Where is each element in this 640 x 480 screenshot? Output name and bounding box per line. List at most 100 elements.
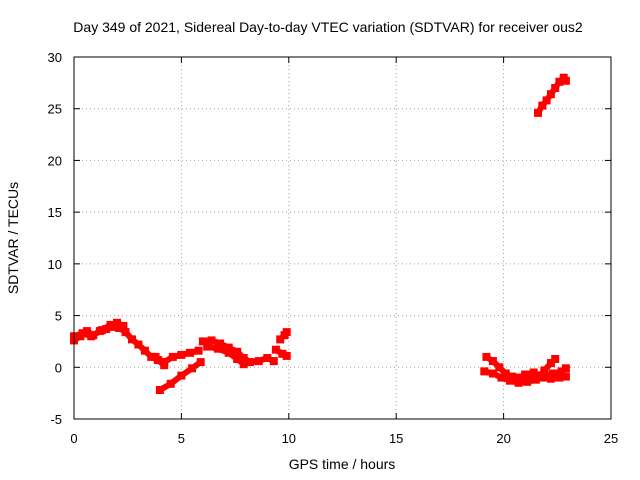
data-point [561,364,570,373]
data-point [246,358,255,367]
data-point [538,101,547,110]
data-point [542,96,551,105]
data-point [119,321,128,330]
data-point [151,352,160,361]
data-point [508,372,517,381]
y-tick-label: 10 [48,257,62,272]
data-point [561,76,570,85]
data-point [555,77,564,86]
data-point [531,375,540,384]
data-point [514,378,523,387]
data-point [538,372,547,381]
data-point [546,374,555,383]
data-point [233,347,242,356]
data-point [269,357,278,366]
data-point [555,373,564,382]
x-tick-label: 5 [178,431,185,446]
series-track-i [482,352,570,384]
data-point [546,359,555,368]
data-point [82,327,91,336]
x-tick-label: 0 [70,431,77,446]
data-point [521,370,530,379]
data-series [70,73,570,394]
data-point [540,366,549,375]
data-point [561,372,570,381]
data-point [276,335,285,344]
series-track-l [534,73,570,117]
data-point [224,343,233,352]
data-point [523,377,532,386]
data-point [529,368,538,377]
data-point [282,328,291,337]
data-point [551,84,560,92]
data-point [534,108,542,117]
data-point [155,386,164,394]
series-track-f [203,342,248,369]
y-tick-label: 15 [48,205,62,220]
data-point [546,90,555,99]
x-tick-label: 10 [282,431,296,446]
data-point [87,332,96,341]
data-point [224,348,233,357]
data-point [128,335,136,344]
data-point [488,369,497,378]
data-point [113,318,121,327]
y-tick-label: 30 [48,50,62,65]
data-point [106,320,115,329]
data-point [203,342,212,351]
x-tick-label: 20 [496,431,510,446]
data-point [168,352,177,361]
data-point [282,351,291,360]
series-track-c [151,346,203,367]
data-point [239,354,248,362]
chart-title: Day 349 of 2021, Sidereal Day-to-day VTE… [73,19,583,35]
series-track-j [480,355,560,387]
data-point [506,376,514,385]
series-track-h [271,345,291,360]
data-point [216,339,225,348]
data-point [551,355,560,363]
data-point [160,358,169,367]
x-tick-label: 25 [604,431,618,446]
series-track-g [276,328,291,344]
data-point [557,367,566,376]
data-point [514,373,523,382]
data-point [501,369,510,378]
data-point [194,346,203,355]
series-track-d [155,358,205,394]
data-point [239,360,248,369]
data-point [549,369,557,378]
data-point [488,357,497,366]
data-point [495,363,504,372]
y-tick-label: -5 [50,412,62,427]
y-tick-label: 5 [55,309,62,324]
data-point [134,340,143,349]
data-point [166,379,175,388]
data-point [78,329,87,338]
data-point [233,355,242,363]
data-point [198,337,207,346]
y-tick-label: 25 [48,102,62,117]
x-axis-ticks: 0 5 10 15 20 25 [70,57,618,446]
data-point [213,344,222,353]
x-axis-label: GPS time / hours [289,456,396,472]
series-track-k [521,364,570,381]
grid [74,57,611,419]
y-axis-ticks: -5 0 5 10 15 20 25 30 [48,50,611,427]
data-point [147,352,156,361]
series-track-e [198,336,278,367]
data-point [497,373,506,382]
data-point [263,354,272,362]
data-point [196,358,205,367]
data-point [207,336,216,345]
data-point [140,346,149,355]
data-point [186,348,194,357]
y-axis-label: SDTVAR / TECUs [5,182,21,294]
data-point [254,357,263,366]
y-tick-label: 0 [55,360,62,375]
x-tick-label: 15 [389,431,403,446]
data-point [115,324,124,332]
data-point [278,349,287,358]
data-point [271,345,280,354]
